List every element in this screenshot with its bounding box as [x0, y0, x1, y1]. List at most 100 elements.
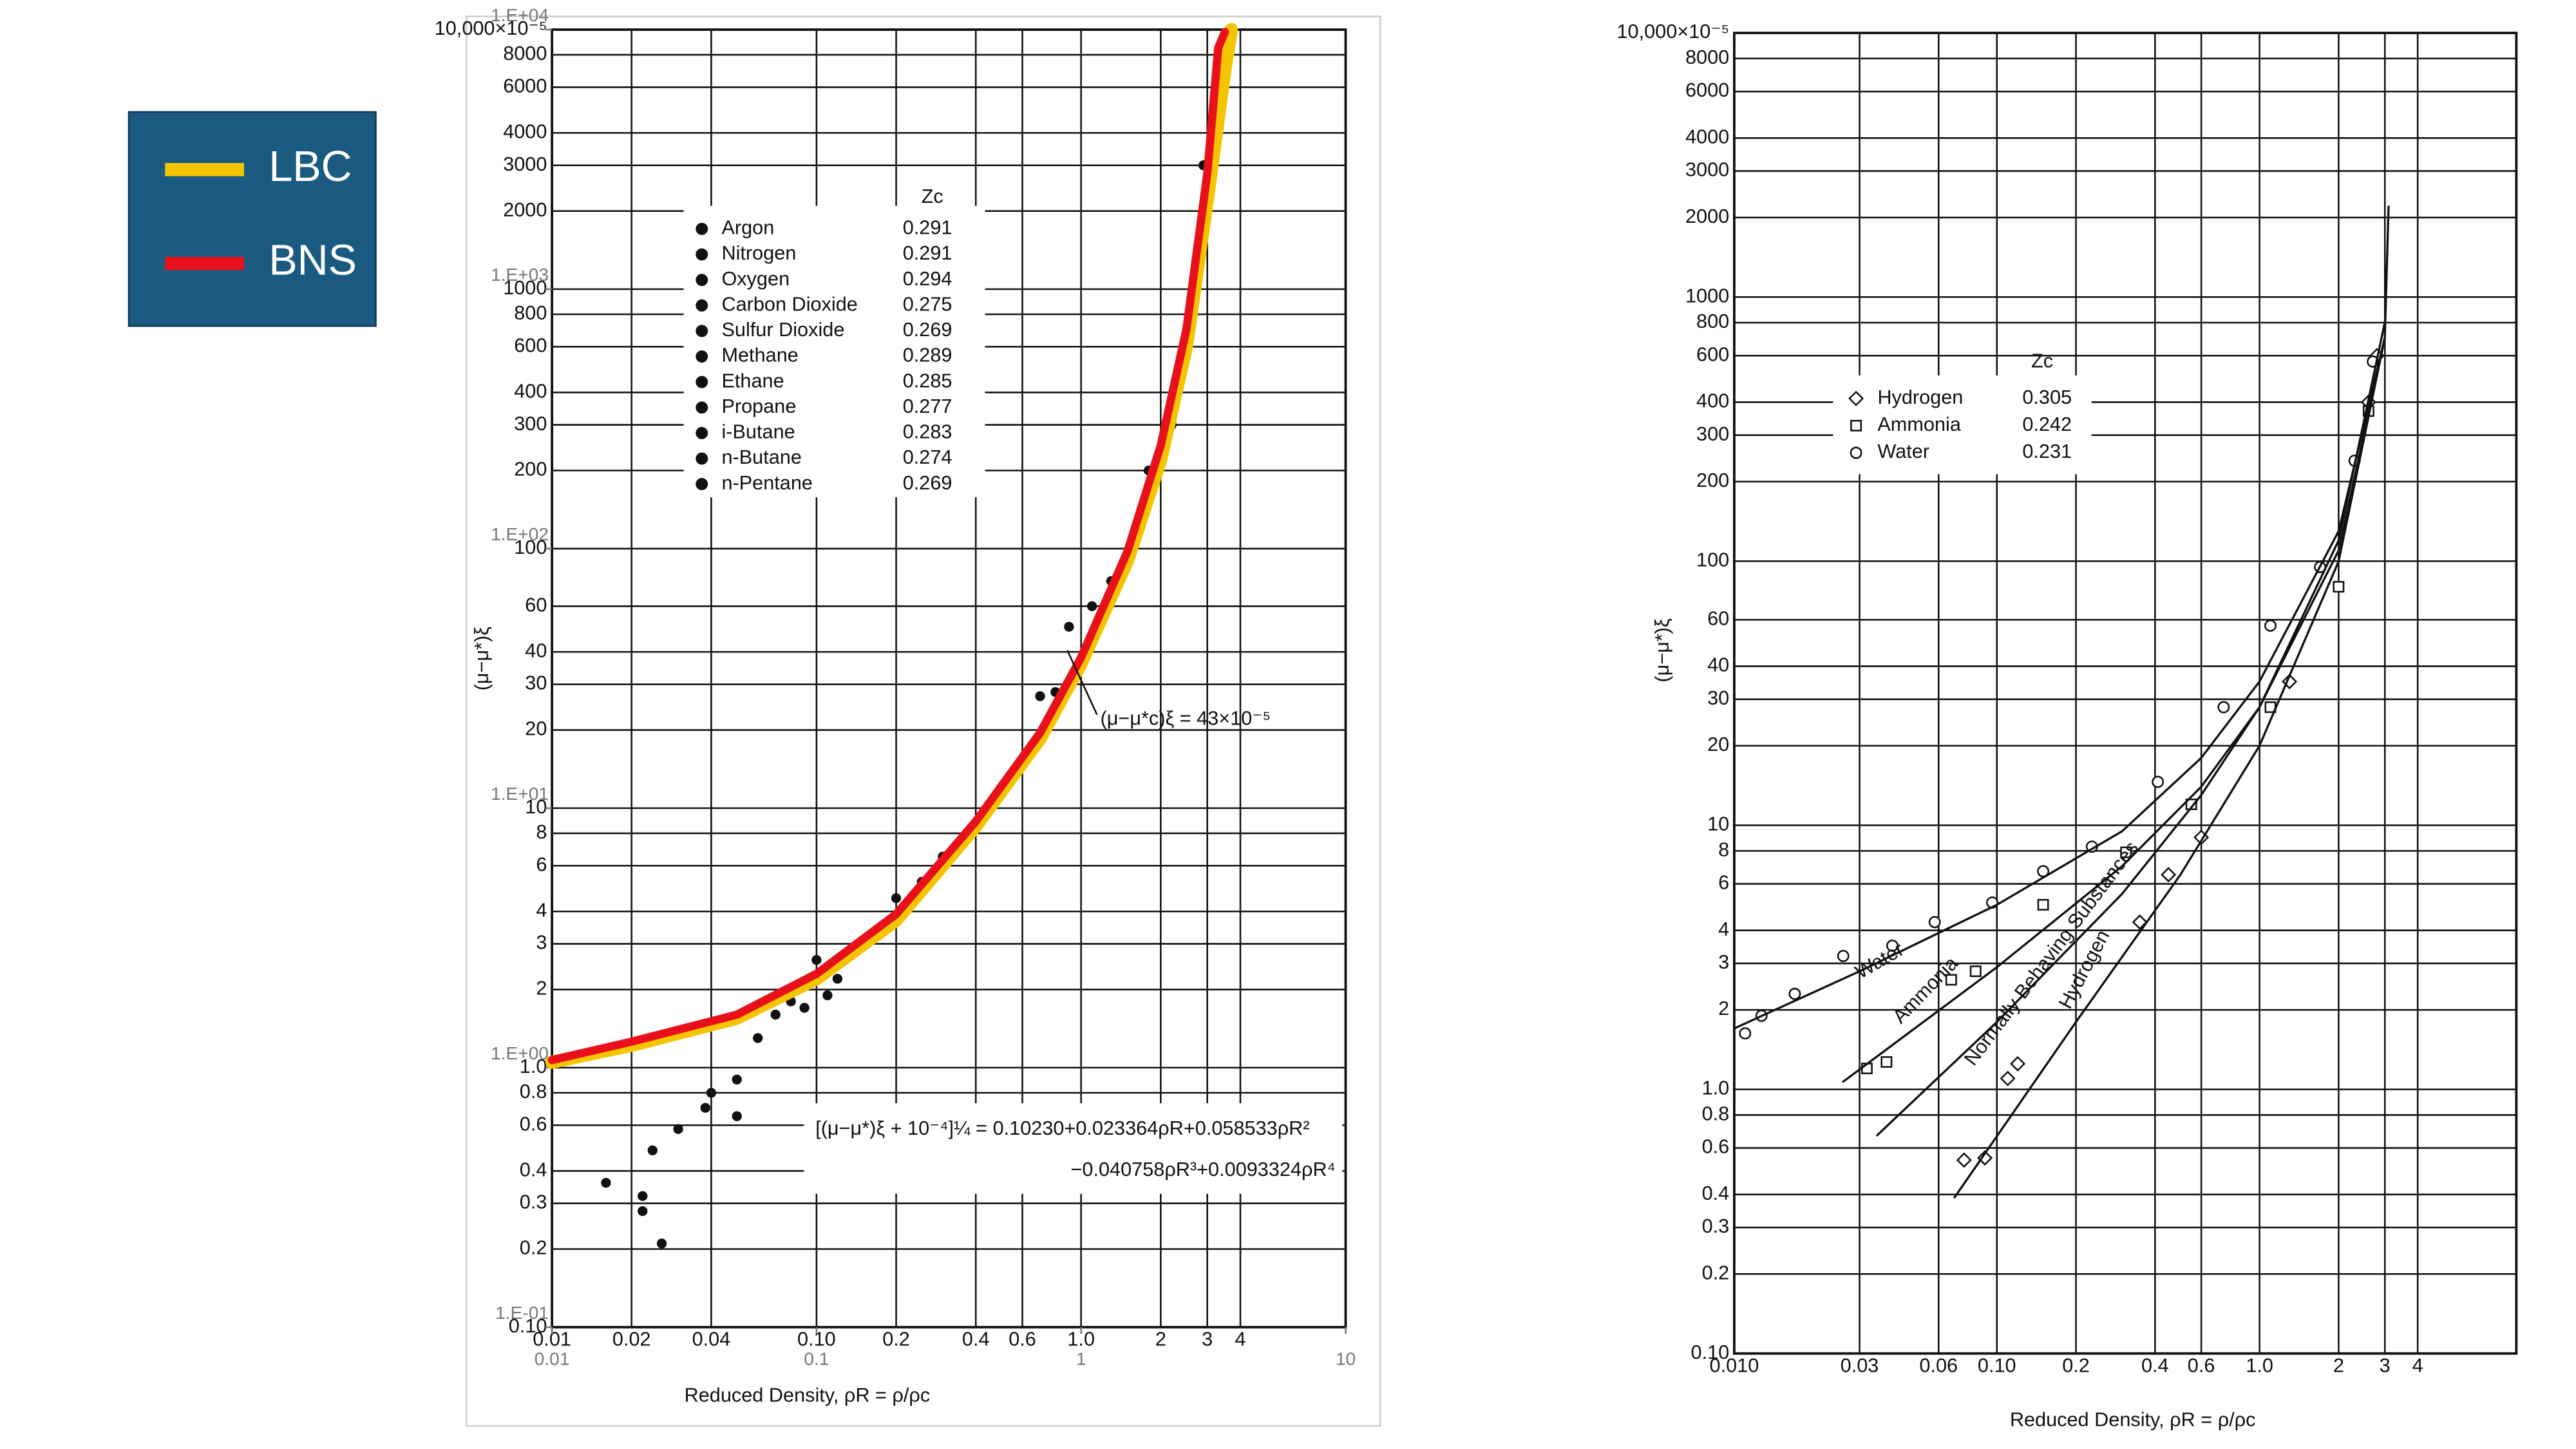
- x-tick-label: 0.6: [2188, 1354, 2215, 1376]
- x-tick-label: 4: [1235, 1327, 1245, 1350]
- data-point: [2264, 620, 2277, 632]
- y-tick-label: 8000: [503, 42, 547, 64]
- key-zc: 0.269: [903, 318, 952, 341]
- marker: [696, 248, 708, 261]
- x-tick-label: 0.010: [1710, 1354, 1759, 1376]
- y-tick-label: 3: [536, 931, 547, 954]
- x-axis-label: Reduced Density, ρR = ρ/ρc: [2010, 1408, 2256, 1431]
- y-tick-label: 60: [1707, 607, 1729, 629]
- key-zc: 0.285: [903, 369, 952, 392]
- y-tick-label: 40: [525, 639, 547, 661]
- data-point: [2217, 701, 2230, 714]
- data-point: [601, 1177, 611, 1188]
- x-tick-label: 0.02: [612, 1327, 651, 1350]
- x-tick-label: 0.2: [2062, 1354, 2090, 1376]
- equation-box: [804, 1103, 1343, 1194]
- data-point: [1035, 691, 1045, 701]
- data-point: [753, 1033, 763, 1043]
- y-tick-label: 30: [1707, 687, 1729, 709]
- overlay-x-label: 0.01: [535, 1349, 570, 1368]
- marker: [696, 325, 708, 337]
- data-point: [2120, 846, 2132, 858]
- x-tick-label: 2: [2333, 1354, 2344, 1376]
- y-tick-label: 1.0: [1702, 1077, 1730, 1099]
- data-point: [770, 1009, 781, 1020]
- y-tick-label: 2: [1718, 997, 1729, 1019]
- marker: [696, 426, 708, 439]
- marker: [696, 299, 708, 312]
- data-point: [2185, 799, 2197, 810]
- overlay-x-label: 0.1: [804, 1349, 829, 1368]
- legend-label: LBC: [269, 143, 352, 191]
- y-tick-label: 0.10: [509, 1314, 547, 1337]
- y-tick-label: 0.4: [520, 1158, 547, 1180]
- key-name: Oxygen: [721, 267, 790, 290]
- y-tick-label: 0.3: [520, 1191, 547, 1213]
- overlay-x-label: 1: [1076, 1349, 1086, 1368]
- data-point: [1880, 1056, 1893, 1068]
- key-name: Hydrogen: [1877, 386, 1963, 408]
- y-axis-label: (μ−μ*)ξ: [1651, 618, 1673, 683]
- x-tick-label: 0.4: [2141, 1354, 2169, 1376]
- y-tick-label: 2: [536, 977, 547, 999]
- data-point: [1956, 1152, 1972, 1168]
- y-tick-label: 4: [1718, 918, 1729, 940]
- series-line: [1953, 336, 2386, 1198]
- marker: [696, 274, 708, 287]
- y-tick-label: 20: [525, 717, 547, 740]
- marker: [1850, 419, 1862, 431]
- data-point: [832, 974, 843, 984]
- y-tick-label: 8: [1718, 838, 1729, 860]
- x-tick-label: 4: [2412, 1354, 2423, 1376]
- y-tick-label: 6: [1718, 871, 1729, 894]
- y-tick-label: 4: [536, 898, 547, 921]
- y-axis-label: (μ−μ*)ξ: [470, 627, 493, 691]
- data-point: [732, 1074, 742, 1084]
- key-name: n-Pentane: [721, 471, 813, 494]
- data-point: [656, 1238, 667, 1249]
- data-point: [2037, 898, 2049, 911]
- y-tick-label: 100: [1696, 548, 1729, 571]
- overlay-y-label: 1.E+00: [491, 1043, 549, 1063]
- overlay-y-label: 1.E+04: [491, 5, 549, 25]
- overlay-x-label: 10: [1336, 1349, 1356, 1368]
- x-tick-label: 0.04: [692, 1327, 731, 1350]
- y-tick-label: 0.2: [1702, 1261, 1730, 1283]
- series-line: [1733, 205, 2390, 1030]
- data-point: [706, 1088, 717, 1098]
- overlay-y-label: 1.E+02: [491, 524, 549, 544]
- key-name: i-Butane: [721, 421, 795, 443]
- y-tick-label: 300: [514, 412, 547, 435]
- x-tick-label: 0.4: [962, 1327, 990, 1350]
- data-point: [2000, 1070, 2016, 1086]
- x-tick-label: 0.10: [1978, 1354, 2016, 1376]
- key-zc: 0.277: [903, 395, 952, 417]
- y-tick-label: 200: [514, 458, 547, 480]
- data-point: [1837, 949, 1850, 962]
- data-point: [2333, 581, 2345, 593]
- key-zc: 0.291: [903, 216, 952, 239]
- key-zc: 0.305: [2022, 386, 2072, 408]
- overlay-y-label: 1.E-01: [495, 1303, 549, 1323]
- y-tick-label: 400: [514, 379, 547, 402]
- y-tick-label: 10: [1707, 813, 1729, 835]
- key-zc: 0.231: [2022, 440, 2072, 462]
- series-line: [1876, 321, 2386, 1137]
- key-box: [683, 205, 985, 498]
- y-tick-label: 1000: [503, 276, 547, 299]
- y-tick-label: 20: [1707, 733, 1729, 755]
- data-point: [2152, 775, 2164, 788]
- y-tick-label: 10,000×10⁻⁵: [435, 17, 547, 39]
- x-tick-label: 1.0: [2246, 1354, 2273, 1376]
- y-tick-label: 0.2: [520, 1236, 547, 1259]
- data-point: [1064, 621, 1074, 632]
- y-tick-label: 6000: [503, 75, 547, 97]
- key-name: Ammonia: [1877, 413, 1961, 435]
- marker: [1850, 446, 1862, 459]
- data-point: [1977, 1150, 1993, 1166]
- key-zc: 0.274: [903, 446, 952, 468]
- marker: [696, 375, 708, 388]
- data-point: [2161, 867, 2177, 883]
- key-zc: 0.283: [903, 421, 952, 443]
